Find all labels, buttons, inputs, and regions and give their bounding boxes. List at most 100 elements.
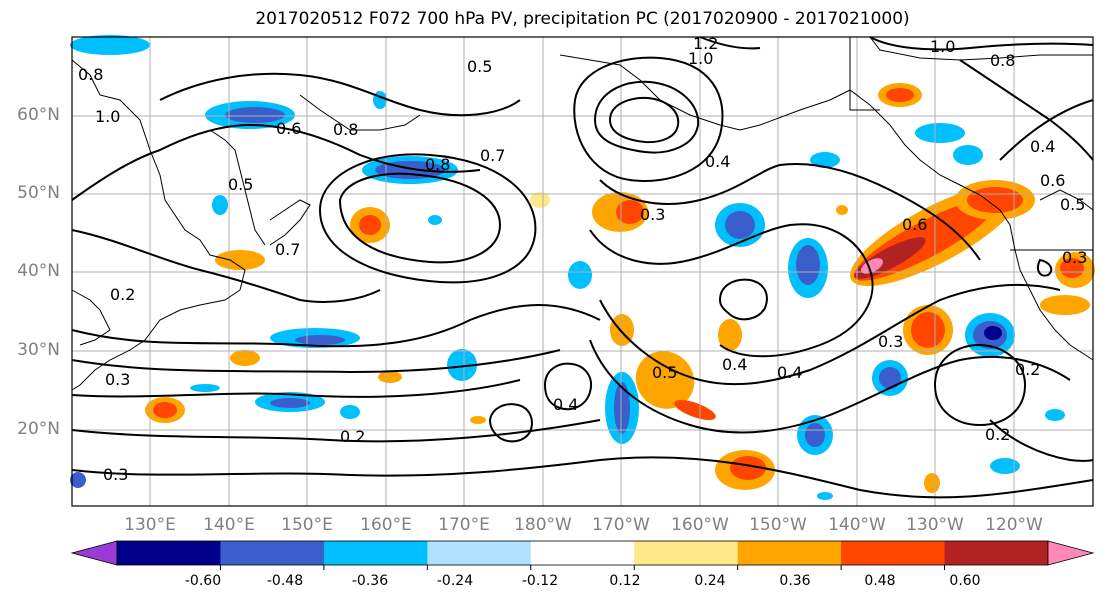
contour-label: 0.2 xyxy=(340,427,365,446)
contour-label: 0.6 xyxy=(1040,171,1065,190)
coastlines xyxy=(71,36,1094,391)
lon-label: 140°W xyxy=(828,515,886,535)
lon-label: 130°W xyxy=(906,515,964,535)
contour-label: 0.5 xyxy=(467,57,492,76)
contour-label: 0.3 xyxy=(640,205,665,224)
contour-label: 0.3 xyxy=(1062,248,1087,267)
contour-label: 0.8 xyxy=(990,51,1015,70)
negative-anomaly-region xyxy=(725,211,755,239)
colorbar-cell xyxy=(634,541,739,565)
pv-contours xyxy=(71,36,1094,499)
contour-label: 0.4 xyxy=(705,152,730,171)
colorbar-label: 0.48 xyxy=(864,573,896,589)
colorbar-label: 0.36 xyxy=(779,573,811,589)
lat-label: 50°N xyxy=(17,183,60,203)
contour-labels: 0.5 1.2 1.0 1.0 0.8 0.8 1.0 0.6 0.8 0.5 … xyxy=(78,34,1087,484)
colorbar-cell xyxy=(737,541,842,565)
contour-label: 0.6 xyxy=(902,215,927,234)
map-gridlines xyxy=(72,37,1093,506)
colorbar-label: -0.36 xyxy=(351,573,389,589)
colorbar-label: -0.24 xyxy=(436,573,474,589)
lat-label: 20°N xyxy=(17,419,60,439)
colorbar-cell xyxy=(944,541,1049,565)
colorbar-cell xyxy=(427,541,532,565)
lon-label: 160°W xyxy=(671,515,729,535)
figure-title: 2017020512 F072 700 hPa PV, precipitatio… xyxy=(255,9,910,29)
colorbar-label: -0.48 xyxy=(266,573,304,589)
contour-label: 1.2 xyxy=(693,34,718,53)
colorbar-label: -0.60 xyxy=(184,573,222,589)
contour-label: 0.8 xyxy=(333,120,358,139)
lon-label: 170°E xyxy=(438,515,490,535)
negative-anomaly-region xyxy=(953,145,983,165)
positive-anomaly-region xyxy=(836,205,848,215)
colorbar-cell xyxy=(530,541,635,565)
negative-anomaly-region xyxy=(984,326,1002,340)
colorbar-label: 0.12 xyxy=(609,573,641,589)
negative-anomaly-region xyxy=(1045,409,1065,421)
negative-anomaly-region xyxy=(225,107,285,123)
contour-label: 0.5 xyxy=(652,363,677,382)
colorbar-cell xyxy=(220,541,325,565)
negative-anomaly-region xyxy=(70,472,86,488)
contour-label: 1.0 xyxy=(95,107,120,126)
map-frame xyxy=(71,36,1094,507)
contour-label: 0.5 xyxy=(228,175,253,194)
contour-label: 0.4 xyxy=(722,355,747,374)
contour-label: 0.2 xyxy=(985,425,1010,444)
contour-label: 0.8 xyxy=(425,155,450,174)
lon-label: 150°W xyxy=(749,515,807,535)
positive-anomaly-region xyxy=(230,350,260,366)
colorbar-cell xyxy=(323,541,428,565)
positive-anomaly-region xyxy=(153,402,177,418)
contour-label: 0.5 xyxy=(1060,195,1085,214)
positive-anomaly-region xyxy=(861,258,883,274)
negative-anomaly-region xyxy=(340,405,360,419)
negative-anomaly-region xyxy=(879,367,901,389)
lon-label: 150°E xyxy=(281,515,333,535)
negative-anomaly-region xyxy=(428,215,442,225)
lat-label: 40°N xyxy=(17,261,60,281)
contour-label: 0.2 xyxy=(110,285,135,304)
lon-label: 180°W xyxy=(514,515,572,535)
lat-label: 60°N xyxy=(17,105,60,125)
positive-anomaly-region xyxy=(967,187,1023,213)
contour-label: 1.0 xyxy=(930,37,955,56)
lat-label: 30°N xyxy=(17,340,60,360)
colorbar xyxy=(70,540,1095,570)
contour-label: 0.3 xyxy=(103,465,128,484)
positive-anomaly-region xyxy=(470,416,486,424)
colorbar-label: 0.24 xyxy=(694,573,726,589)
contour-label: 0.2 xyxy=(1015,360,1040,379)
colorbar-label: 0.60 xyxy=(949,573,981,589)
contour-label: 0.4 xyxy=(777,363,802,382)
positive-anomaly-region xyxy=(215,250,265,270)
negative-anomaly-region xyxy=(796,245,820,285)
negative-anomaly-region xyxy=(568,261,592,289)
colorbar-extend-low xyxy=(70,540,118,566)
contour-label: 0.8 xyxy=(78,65,103,84)
positive-anomaly-region xyxy=(1040,295,1090,315)
contour-label: 1.0 xyxy=(688,49,713,68)
positive-anomaly-region xyxy=(674,400,716,420)
contour-label: 0.7 xyxy=(275,240,300,259)
lon-label: 130°E xyxy=(124,515,176,535)
positive-anomaly-region xyxy=(635,351,695,409)
contour-label: 0.4 xyxy=(1030,137,1055,156)
negative-anomaly-region xyxy=(295,335,345,345)
negative-anomaly-region xyxy=(614,382,630,434)
contour-label: 0.7 xyxy=(480,146,505,165)
negative-anomaly-region xyxy=(447,349,477,381)
positive-anomaly-region xyxy=(378,371,402,383)
positive-anomaly-region xyxy=(886,88,914,102)
colorbar-cell xyxy=(117,541,221,565)
negative-anomaly-region xyxy=(915,123,965,143)
positive-anomaly-region xyxy=(730,456,766,480)
lon-label: 120°W xyxy=(985,515,1043,535)
contour-label: 0.3 xyxy=(878,332,903,351)
lon-label: 140°E xyxy=(203,515,255,535)
negative-anomaly-region xyxy=(805,423,825,447)
colorbar-cell xyxy=(841,541,946,565)
colorbar-label: -0.12 xyxy=(521,573,559,589)
